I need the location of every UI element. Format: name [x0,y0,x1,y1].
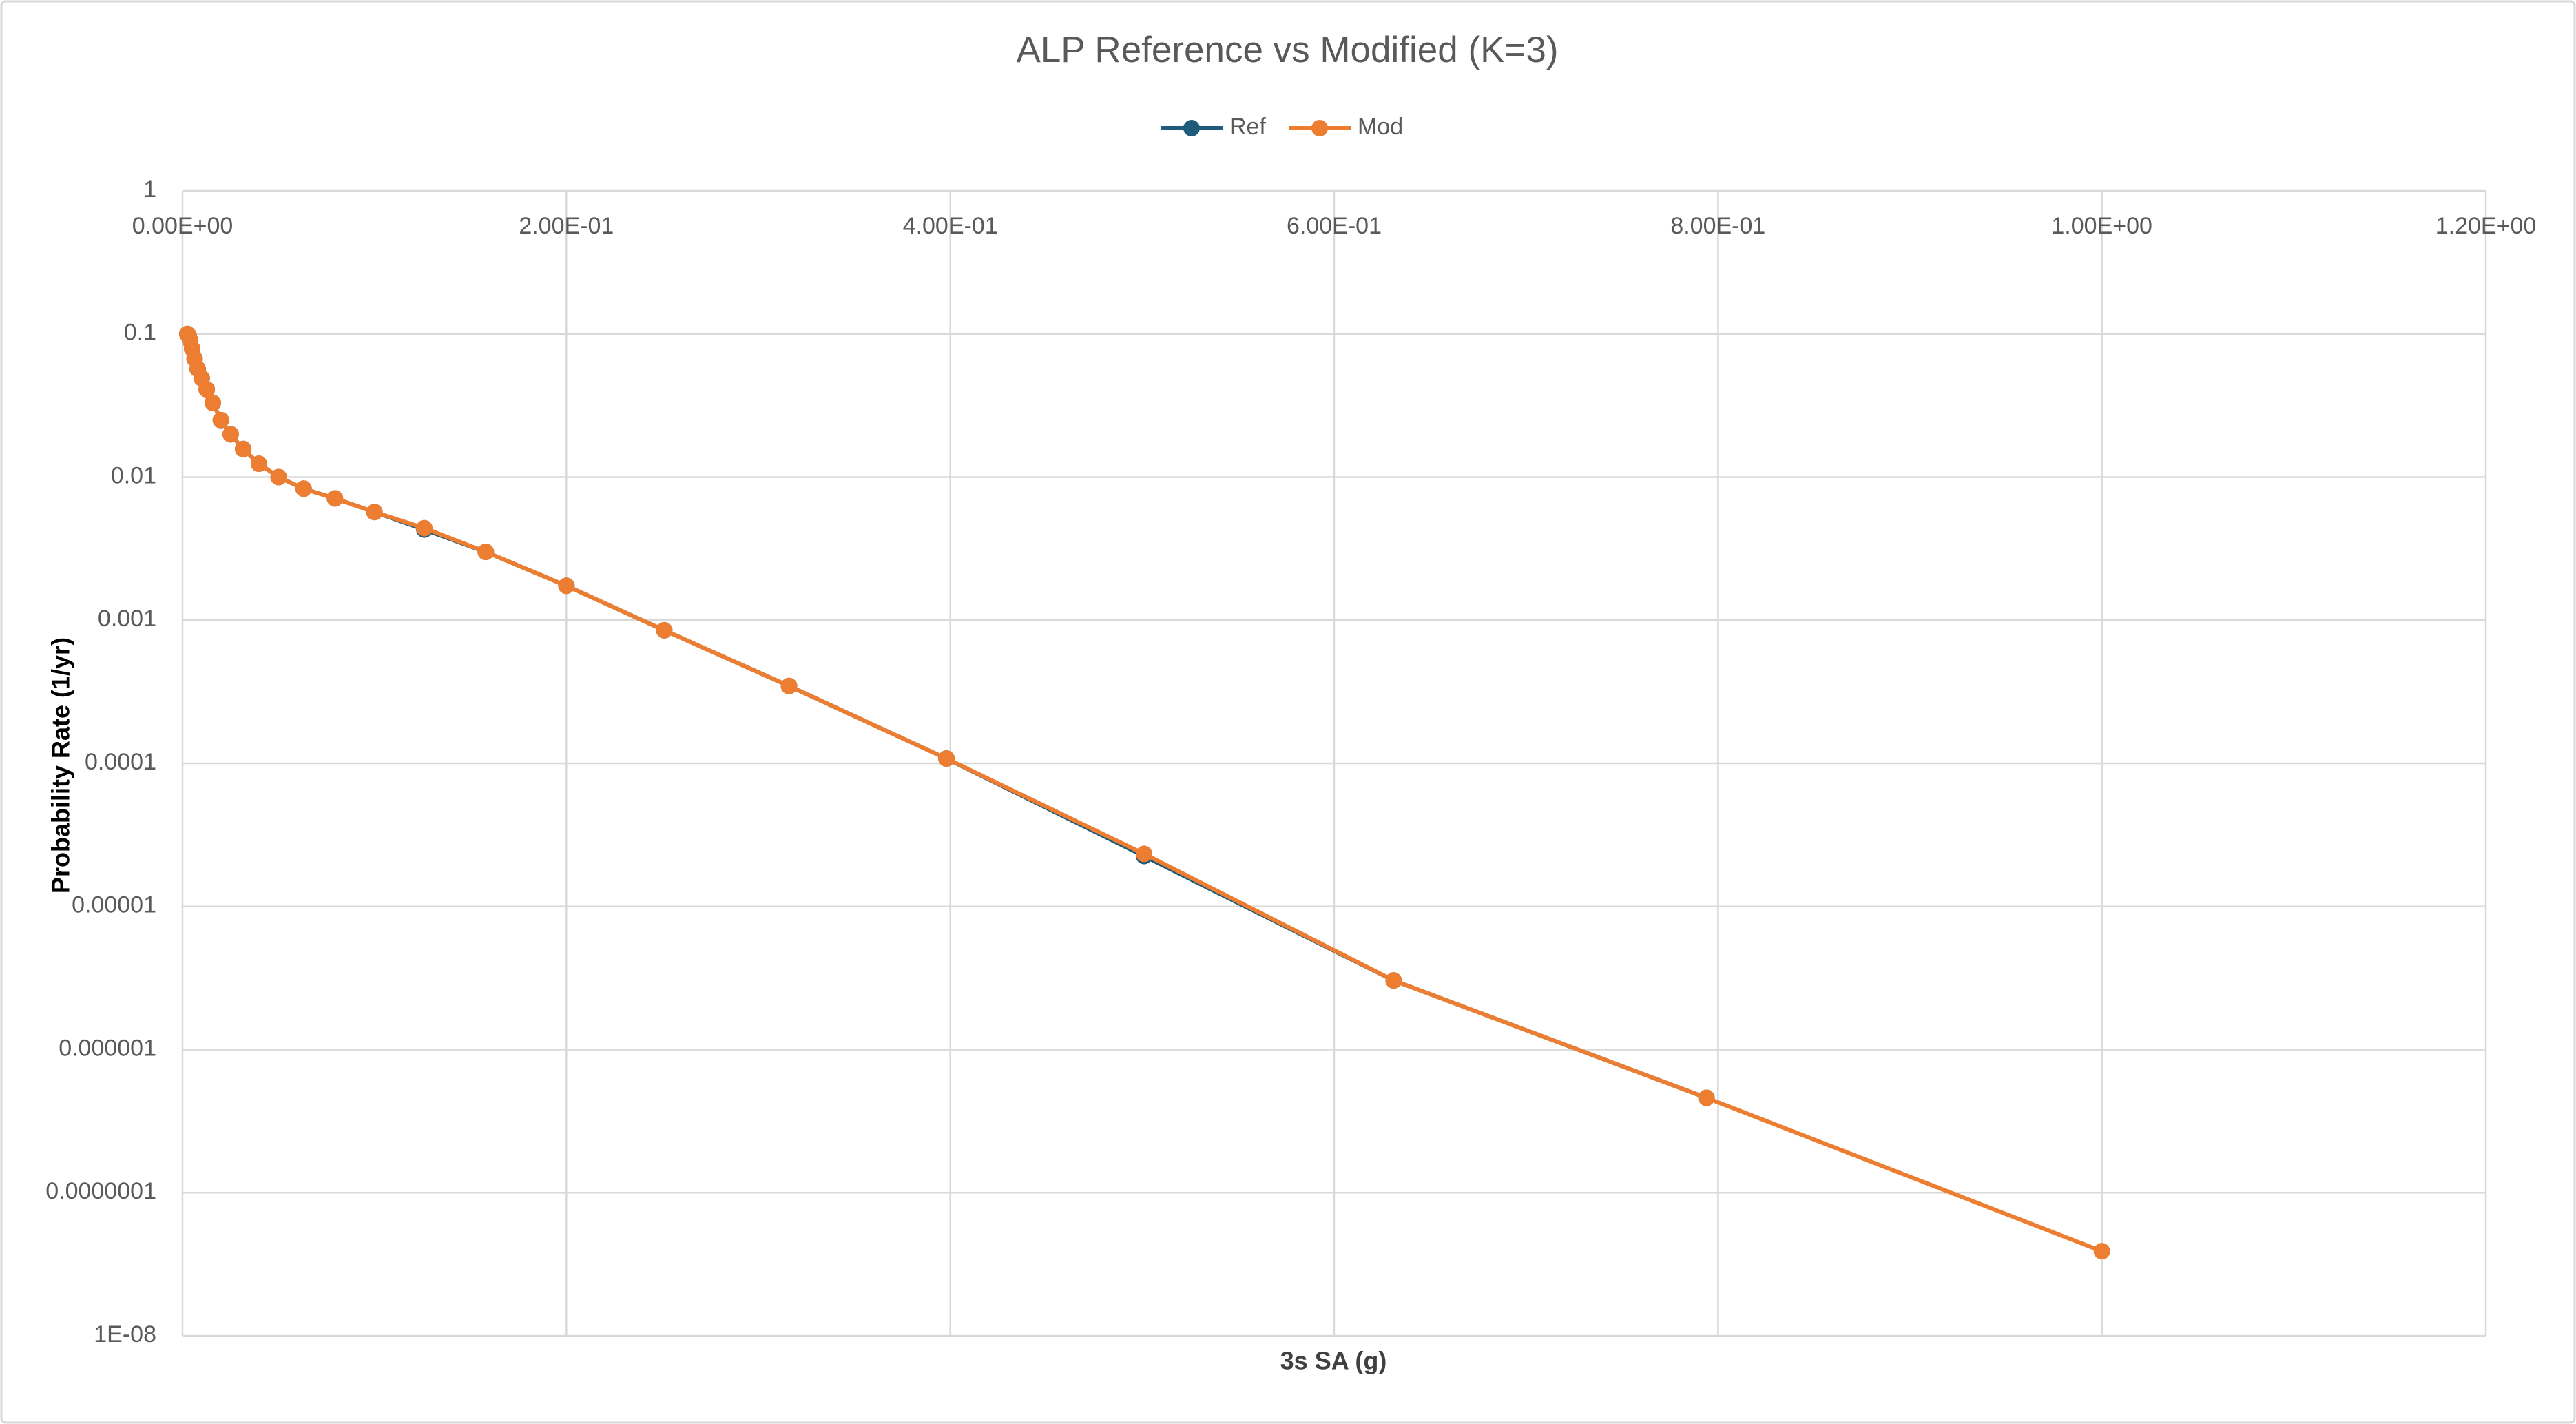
legend-marker [1311,120,1328,136]
x-tick-label: 8.00E-01 [1670,213,1765,239]
x-tick-label: 4.00E-01 [903,213,998,239]
y-tick-label: 0.1 [124,320,156,346]
data-point [295,480,312,497]
data-point [198,381,216,398]
data-point [656,621,673,639]
y-axis-title: Probability Rate (1/yr) [47,637,75,894]
chart-title: ALP Reference vs Modified (K=3) [1016,30,1558,70]
data-point [205,394,222,411]
y-tick-label: 1E-08 [94,1321,156,1348]
data-point [2093,1243,2110,1260]
x-tick-label: 6.00E-01 [1287,213,1382,239]
y-tick-label: 0.001 [98,606,156,632]
y-tick-label: 0.0000001 [45,1178,156,1204]
y-tick-label: 0.000001 [59,1035,156,1061]
data-point [1698,1089,1715,1106]
x-tick-label: 1.00E+00 [2051,213,2152,239]
x-tick-label: 1.20E+00 [2435,213,2537,239]
legend-label: Ref [1229,114,1266,140]
data-point [326,490,344,507]
y-tick-label: 1 [143,176,156,203]
y-tick-label: 0.01 [111,462,156,488]
data-point [235,440,252,457]
legend-marker [1183,120,1200,136]
data-point [366,504,383,521]
data-point [222,426,239,443]
y-tick-label: 0.00001 [72,892,156,918]
data-point [780,677,798,694]
data-point [1385,972,1402,989]
data-point [1136,845,1153,863]
legend-label: Mod [1358,114,1403,140]
x-tick-label: 2.00E-01 [519,213,614,239]
data-point [416,519,433,537]
data-point [212,411,229,429]
y-tick-label: 0.0001 [85,749,156,775]
data-point [938,750,955,767]
data-point [558,577,575,595]
x-tick-label: 0.00E+00 [132,213,233,239]
data-point [477,544,495,561]
x-axis-title: 3s SA (g) [1280,1347,1387,1375]
data-point [250,455,267,473]
data-point [270,468,287,486]
